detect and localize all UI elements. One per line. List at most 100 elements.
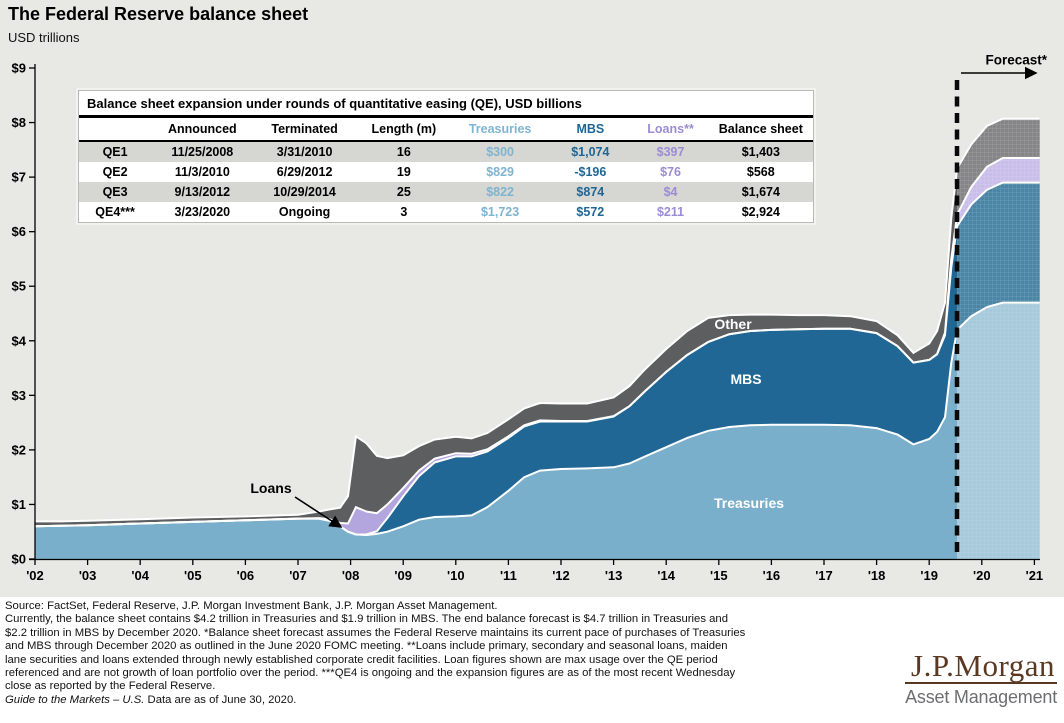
svg-text:$6: $6 xyxy=(12,224,26,239)
svg-text:'03: '03 xyxy=(79,568,97,583)
table-cell: 6/29/2012 xyxy=(276,165,333,179)
gtm-line: Guide to the Markets – U.S. Data are as … xyxy=(5,694,877,707)
svg-text:'20: '20 xyxy=(973,568,991,583)
svg-text:$0: $0 xyxy=(12,552,26,567)
table-cell: 19 xyxy=(396,165,411,179)
source-line: referenced and are not growth of loan po… xyxy=(5,667,736,680)
svg-text:$2: $2 xyxy=(12,442,26,457)
source-lines: Source: FactSet, Federal Reserve, J.P. M… xyxy=(5,600,877,694)
svg-text:'11: '11 xyxy=(500,568,517,583)
table-cell: Ongoing xyxy=(278,205,331,219)
table-cell: $1,723 xyxy=(480,205,520,219)
source-line: $2.2 trillion in MBS by December 2020. *… xyxy=(5,626,746,639)
svg-text:'19: '19 xyxy=(920,568,938,583)
qe-col-header: MBS xyxy=(548,118,633,142)
table-cell: QE4*** xyxy=(95,205,135,219)
qe-col-header: Balance sheet xyxy=(708,118,813,142)
svg-text:$3: $3 xyxy=(12,388,26,403)
qe-grid-body: QE1 11/25/2008 3/31/2010 16 $300 $1,074 $397 $1… xyxy=(79,141,813,222)
svg-text:'15: '15 xyxy=(710,568,728,583)
svg-text:'12: '12 xyxy=(552,568,570,583)
svg-text:'09: '09 xyxy=(394,568,412,583)
qe-table-title: Balance sheet expansion under rounds of … xyxy=(79,91,813,118)
table-cell: QE1 xyxy=(79,141,152,162)
chart-zone: The Federal Reserve balance sheet USD tr… xyxy=(0,0,1064,597)
table-cell: $568 xyxy=(746,165,775,179)
svg-text:$5: $5 xyxy=(12,279,26,294)
footer: Source: FactSet, Federal Reserve, J.P. M… xyxy=(0,597,1064,723)
page-subtitle: USD trillions xyxy=(8,30,80,45)
qe-col-header: Announced xyxy=(151,118,254,142)
table-cell: $1,403 xyxy=(708,141,813,162)
page-header: The Federal Reserve balance sheet USD tr… xyxy=(8,4,308,45)
svg-text:'08: '08 xyxy=(342,568,360,583)
jpmorgan-sub-text: Asset Management xyxy=(905,687,1057,707)
table-cell: $1,674 xyxy=(708,182,813,202)
qe-col-header: Terminated xyxy=(253,118,356,142)
svg-text:'06: '06 xyxy=(237,568,255,583)
table-cell: 3 xyxy=(400,205,408,219)
svg-text:'07: '07 xyxy=(289,568,307,583)
mbs-area-label: MBS xyxy=(730,371,762,387)
table-cell: 11/3/2010 xyxy=(174,165,230,179)
qe-expansion-table: Balance sheet expansion under rounds of … xyxy=(78,90,814,223)
qe-col-header: Treasuries xyxy=(451,118,549,142)
table-cell: 10/29/2014 xyxy=(253,182,356,202)
table-cell: $829 xyxy=(486,165,514,179)
balance-sheet-chart: $0 $1 $2 $3 $4 $5 $6 $7 $8 $9 '02 '03 '04 '05 '06 '07 '0… xyxy=(12,61,1044,584)
table-cell: $76 xyxy=(660,165,681,179)
table-cell: 25 xyxy=(355,182,452,202)
source-line: Currently, the balance sheet contains $4… xyxy=(5,613,728,626)
table-cell: $211 xyxy=(656,205,685,219)
svg-text:$8: $8 xyxy=(12,115,26,130)
qe-grid: Announced Terminated Length (m) Treasuries M… xyxy=(79,118,813,222)
svg-text:'17: '17 xyxy=(815,568,833,583)
svg-text:'02: '02 xyxy=(26,568,44,583)
table-cell: 11/25/2008 xyxy=(151,141,254,162)
svg-text:$4: $4 xyxy=(12,333,27,348)
qe-col-header: Loans** xyxy=(632,118,709,142)
svg-text:$7: $7 xyxy=(12,170,26,185)
loans-arrow xyxy=(294,496,343,528)
table-cell: $300 xyxy=(451,141,549,162)
table-cell: $397 xyxy=(632,141,709,162)
table-cell: 16 xyxy=(355,141,452,162)
source-text: Source: FactSet, Federal Reserve, J.P. M… xyxy=(5,600,877,707)
table-cell: 9/13/2012 xyxy=(151,182,254,202)
qe-col-header: Length (m) xyxy=(355,118,452,142)
table-cell: $572 xyxy=(576,205,605,219)
table-cell: $874 xyxy=(548,182,633,202)
table-row: QE1 11/25/2008 3/31/2010 16 $300 $1,074 $397 $1… xyxy=(79,141,813,162)
table-cell: -$196 xyxy=(574,165,607,179)
qe-col-header xyxy=(79,118,152,142)
svg-text:$9: $9 xyxy=(12,61,26,76)
treasuries-area-label: Treasuries xyxy=(713,495,785,511)
table-cell: $822 xyxy=(451,182,549,202)
gtm-rest: Data are as of June 30, 2020. xyxy=(144,693,297,706)
svg-text:'05: '05 xyxy=(184,568,202,583)
table-row: QE4*** 3/23/2020 Ongoing 3 $1,723 $572 $211 $2,… xyxy=(79,202,813,222)
svg-text:'10: '10 xyxy=(447,568,465,583)
svg-text:$1: $1 xyxy=(12,497,26,512)
svg-text:'14: '14 xyxy=(657,568,675,583)
svg-text:'13: '13 xyxy=(605,568,623,583)
jpmorgan-brand-text: J.P.Morgan xyxy=(905,650,1057,684)
forecast-label: Forecast* xyxy=(985,52,1047,68)
loans-area-label: Loans xyxy=(250,480,292,496)
svg-text:'21: '21 xyxy=(1026,568,1044,583)
qe-grid-head: Announced Terminated Length (m) Treasuries M… xyxy=(79,118,813,142)
table-row: QE2 11/3/2010 6/29/2012 19 $829 -$196 $76 $568 xyxy=(79,162,813,182)
page-title: The Federal Reserve balance sheet xyxy=(8,4,309,24)
source-line: Source: FactSet, Federal Reserve, J.P. M… xyxy=(5,600,498,612)
source-line: and MBS through December 2020 as outline… xyxy=(5,640,728,653)
svg-text:'16: '16 xyxy=(763,568,781,583)
svg-text:'18: '18 xyxy=(868,568,886,583)
table-cell: 3/23/2020 xyxy=(174,205,231,219)
table-row: QE3 9/13/2012 10/29/2014 25 $822 $874 $4 $1,674 xyxy=(79,182,813,202)
jpmorgan-logo: J.P.Morgan Asset Management xyxy=(905,650,1057,708)
table-cell: QE2 xyxy=(102,165,128,179)
other-area-label: Other xyxy=(714,316,752,332)
table-cell: $4 xyxy=(632,182,709,202)
svg-text:'04: '04 xyxy=(131,568,149,583)
